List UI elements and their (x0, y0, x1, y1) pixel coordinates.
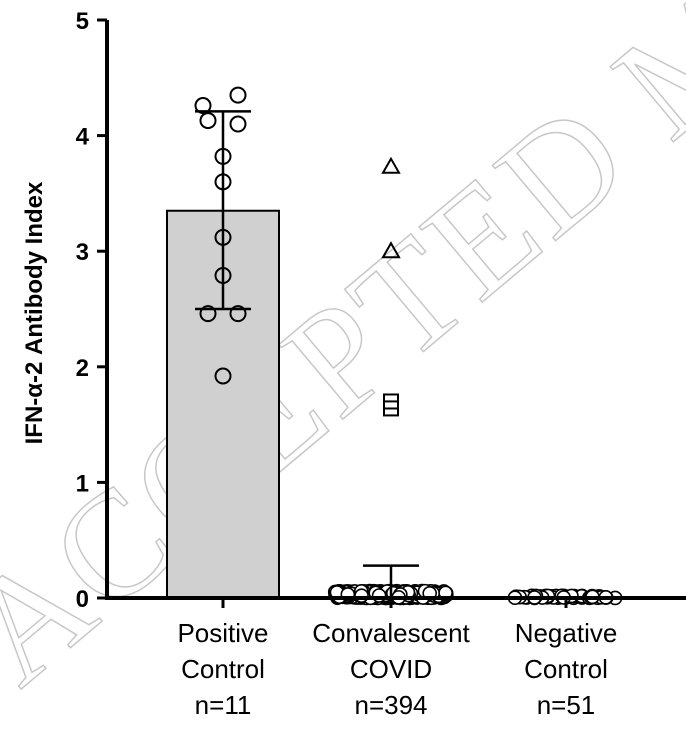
axes (105, 20, 686, 600)
x-category-label: Convalescent (312, 618, 470, 648)
y-ticks: 0 1 2 3 4 5 (76, 8, 107, 613)
data-point (381, 156, 401, 174)
y-tick-label: 3 (76, 239, 89, 266)
y-tick-label: 4 (76, 124, 90, 151)
y-tick-label: 5 (76, 8, 89, 35)
x-category-label: Control (524, 654, 608, 684)
x-category-label: n=51 (537, 690, 596, 720)
data-point (214, 367, 232, 385)
data-point (199, 112, 217, 130)
x-category-label: Negative (515, 618, 618, 648)
data-point (354, 588, 369, 603)
data-point (371, 588, 387, 603)
y-tick-label: 2 (76, 355, 89, 382)
x-category-label: n=11 (195, 690, 252, 720)
data-point (229, 115, 247, 133)
data-point (383, 400, 399, 417)
x-category-label: Positive (177, 618, 268, 648)
y-tick-label: 0 (76, 586, 89, 613)
data-point (199, 305, 217, 323)
data-point (194, 97, 212, 115)
x-category-label: COVID (350, 654, 432, 684)
y-tick-label: 1 (76, 470, 89, 497)
data-point (229, 305, 247, 323)
x-categories: Positive Control n=11 Convalescent COVID n=39… (177, 598, 617, 720)
data-point (381, 241, 401, 259)
y-axis-label: IFN-α-2 Antibody Index (21, 181, 48, 444)
data-point (229, 86, 247, 104)
x-category-label: n=394 (354, 690, 427, 720)
x-category-label: Control (181, 654, 265, 684)
